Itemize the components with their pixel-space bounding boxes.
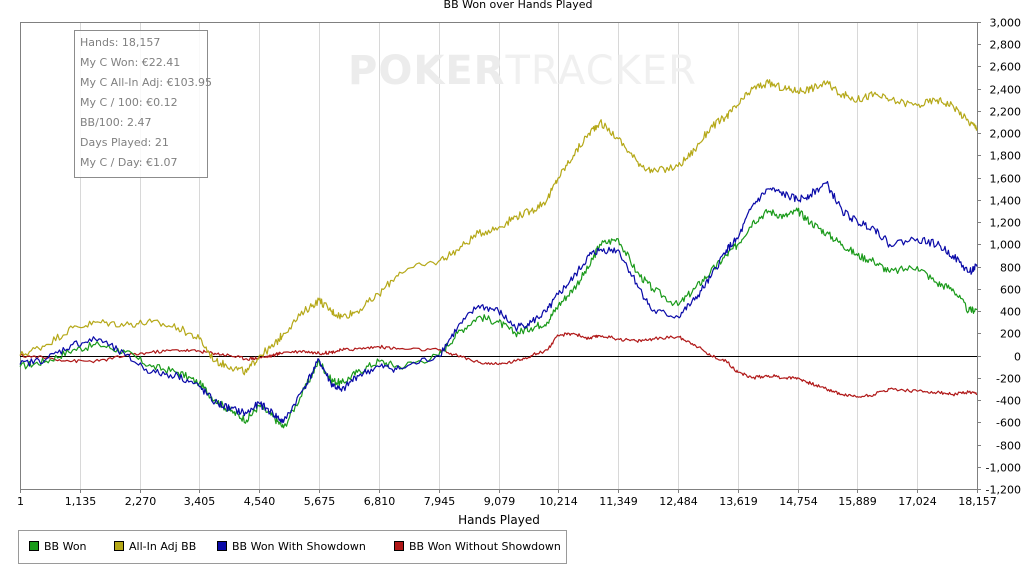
stat-allin-adj: My C All-In Adj: €103.95 <box>80 76 213 89</box>
y-tick-label: -800 <box>996 440 1021 453</box>
legend-label: BB Won <box>44 540 87 553</box>
chart-title: BB Won over Hands Played <box>444 0 593 11</box>
x-tick-label: 6,810 <box>364 495 396 508</box>
y-tick-label: -400 <box>996 395 1021 408</box>
chart-legend: BB Won All-In Adj BB BB Won With Showdow… <box>18 530 567 564</box>
y-tick-label: -1,200 <box>986 484 1021 497</box>
x-tick-label: 18,157 <box>958 495 997 508</box>
legend-swatch <box>217 541 227 551</box>
stat-hands: Hands: 18,157 <box>80 36 161 49</box>
legend-label: All-In Adj BB <box>129 540 197 553</box>
stat-days-played: Days Played: 21 <box>80 136 169 149</box>
stats-info-box: Hands: 18,157 My C Won: €22.41 My C All-… <box>74 30 212 178</box>
y-tick-label: -600 <box>996 417 1021 430</box>
y-tick-label: 200 <box>1000 328 1021 341</box>
y-tick-label: 1,600 <box>990 173 1022 186</box>
x-tick-label: 1,135 <box>65 495 97 508</box>
y-tick-label: 800 <box>1000 262 1021 275</box>
x-tick-label: 5,675 <box>304 495 336 508</box>
series-line <box>19 332 978 398</box>
stat-per-100: My C / 100: €0.12 <box>80 96 178 109</box>
x-axis-title: Hands Played <box>458 513 540 527</box>
y-tick-label: 1,400 <box>990 195 1022 208</box>
x-tick-label: 11,349 <box>599 495 638 508</box>
legend-item-bb-won-without-showdown[interactable]: BB Won Without Showdown <box>394 540 561 554</box>
watermark-part1: POKER <box>348 48 506 94</box>
y-tick-label: 1,800 <box>990 150 1022 163</box>
legend-swatch <box>29 541 39 551</box>
series-layer <box>19 79 978 429</box>
x-tick-label: 9,079 <box>484 495 516 508</box>
x-tick-label: 14,754 <box>779 495 818 508</box>
y-tick-label: 0 <box>1014 351 1021 364</box>
legend-item-bb-won[interactable]: BB Won <box>29 540 87 554</box>
legend-label: BB Won Without Showdown <box>409 540 561 553</box>
legend-swatch <box>114 541 124 551</box>
series-line <box>19 79 978 376</box>
x-tick-label: 12,484 <box>659 495 698 508</box>
series-line <box>19 207 978 429</box>
x-tick-label: 2,270 <box>125 495 157 508</box>
x-tick-label: 1 <box>17 495 24 508</box>
y-tick-label: 2,200 <box>990 106 1022 119</box>
y-tick-label: -1,000 <box>986 462 1021 475</box>
y-axis: -1,200 -1,000 -800 -600 -400 -200 0 200 400 600 80… <box>977 17 1021 497</box>
legend-item-all-in-adj-bb[interactable]: All-In Adj BB <box>114 540 196 554</box>
x-axis: 1 1,135 2,270 3,405 4,540 5,675 6,810 7,945 9,07… <box>17 489 997 508</box>
x-tick-label: 7,945 <box>424 495 456 508</box>
legend-swatch <box>394 541 404 551</box>
x-tick-label: 10,214 <box>539 495 578 508</box>
stat-won: My C Won: €22.41 <box>80 56 181 69</box>
y-tick-label: -200 <box>996 373 1021 386</box>
x-tick-label: 4,540 <box>244 495 276 508</box>
y-tick-label: 2,400 <box>990 84 1022 97</box>
series-line <box>19 180 978 424</box>
stat-bb-per-100: BB/100: 2.47 <box>80 116 152 129</box>
x-tick-label: 3,405 <box>184 495 216 508</box>
x-tick-label: 17,024 <box>898 495 937 508</box>
x-tick-label: 13,619 <box>719 495 758 508</box>
pokertracker-watermark: POKERTRACKER <box>348 48 697 94</box>
x-tick-label: 15,889 <box>838 495 877 508</box>
y-tick-label: 2,600 <box>990 61 1022 74</box>
y-tick-label: 3,000 <box>990 17 1022 30</box>
y-tick-label: 1,000 <box>990 239 1022 252</box>
legend-item-bb-won-with-showdown[interactable]: BB Won With Showdown <box>217 540 366 554</box>
y-tick-label: 600 <box>1000 284 1021 297</box>
y-tick-label: 1,200 <box>990 217 1022 230</box>
stat-per-day: My C / Day: €1.07 <box>80 156 178 169</box>
watermark-part2: TRACKER <box>505 48 697 94</box>
y-tick-label: 400 <box>1000 306 1021 319</box>
legend-label: BB Won With Showdown <box>232 540 366 553</box>
y-tick-label: 2,000 <box>990 128 1022 141</box>
y-tick-label: 2,800 <box>990 39 1022 52</box>
